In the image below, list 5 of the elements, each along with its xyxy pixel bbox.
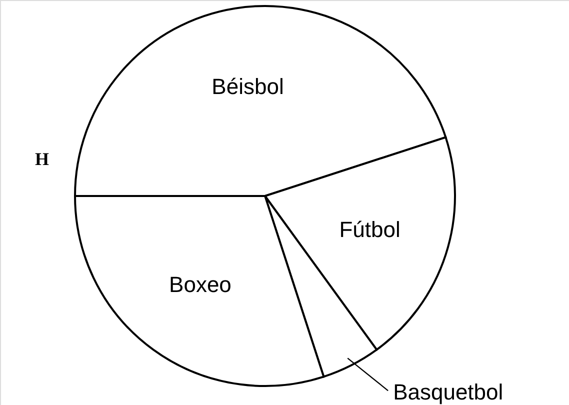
slice-label: Béisbol	[212, 74, 284, 100]
text: H	[34, 149, 50, 169]
slice-label: Boxeo	[169, 272, 232, 298]
slice-label: Fútbol	[339, 217, 400, 242]
slice-label: Basquetbol	[393, 380, 504, 405]
